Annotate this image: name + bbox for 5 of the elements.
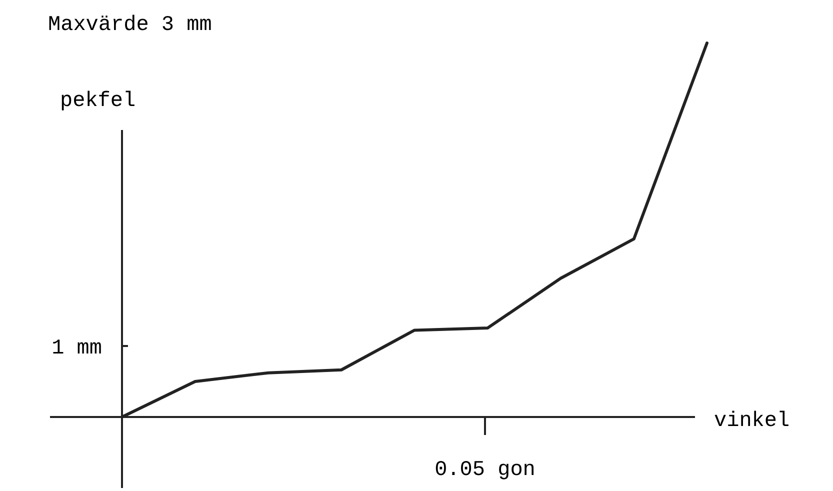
y-axis-title: pekfel	[60, 90, 136, 113]
text: 0.05 gon	[434, 459, 536, 482]
x-axis-title: vinkel	[714, 410, 790, 433]
annotation: 1 mm	[52, 337, 102, 360]
chart-title: Maxvärde 3 mm	[48, 14, 212, 37]
